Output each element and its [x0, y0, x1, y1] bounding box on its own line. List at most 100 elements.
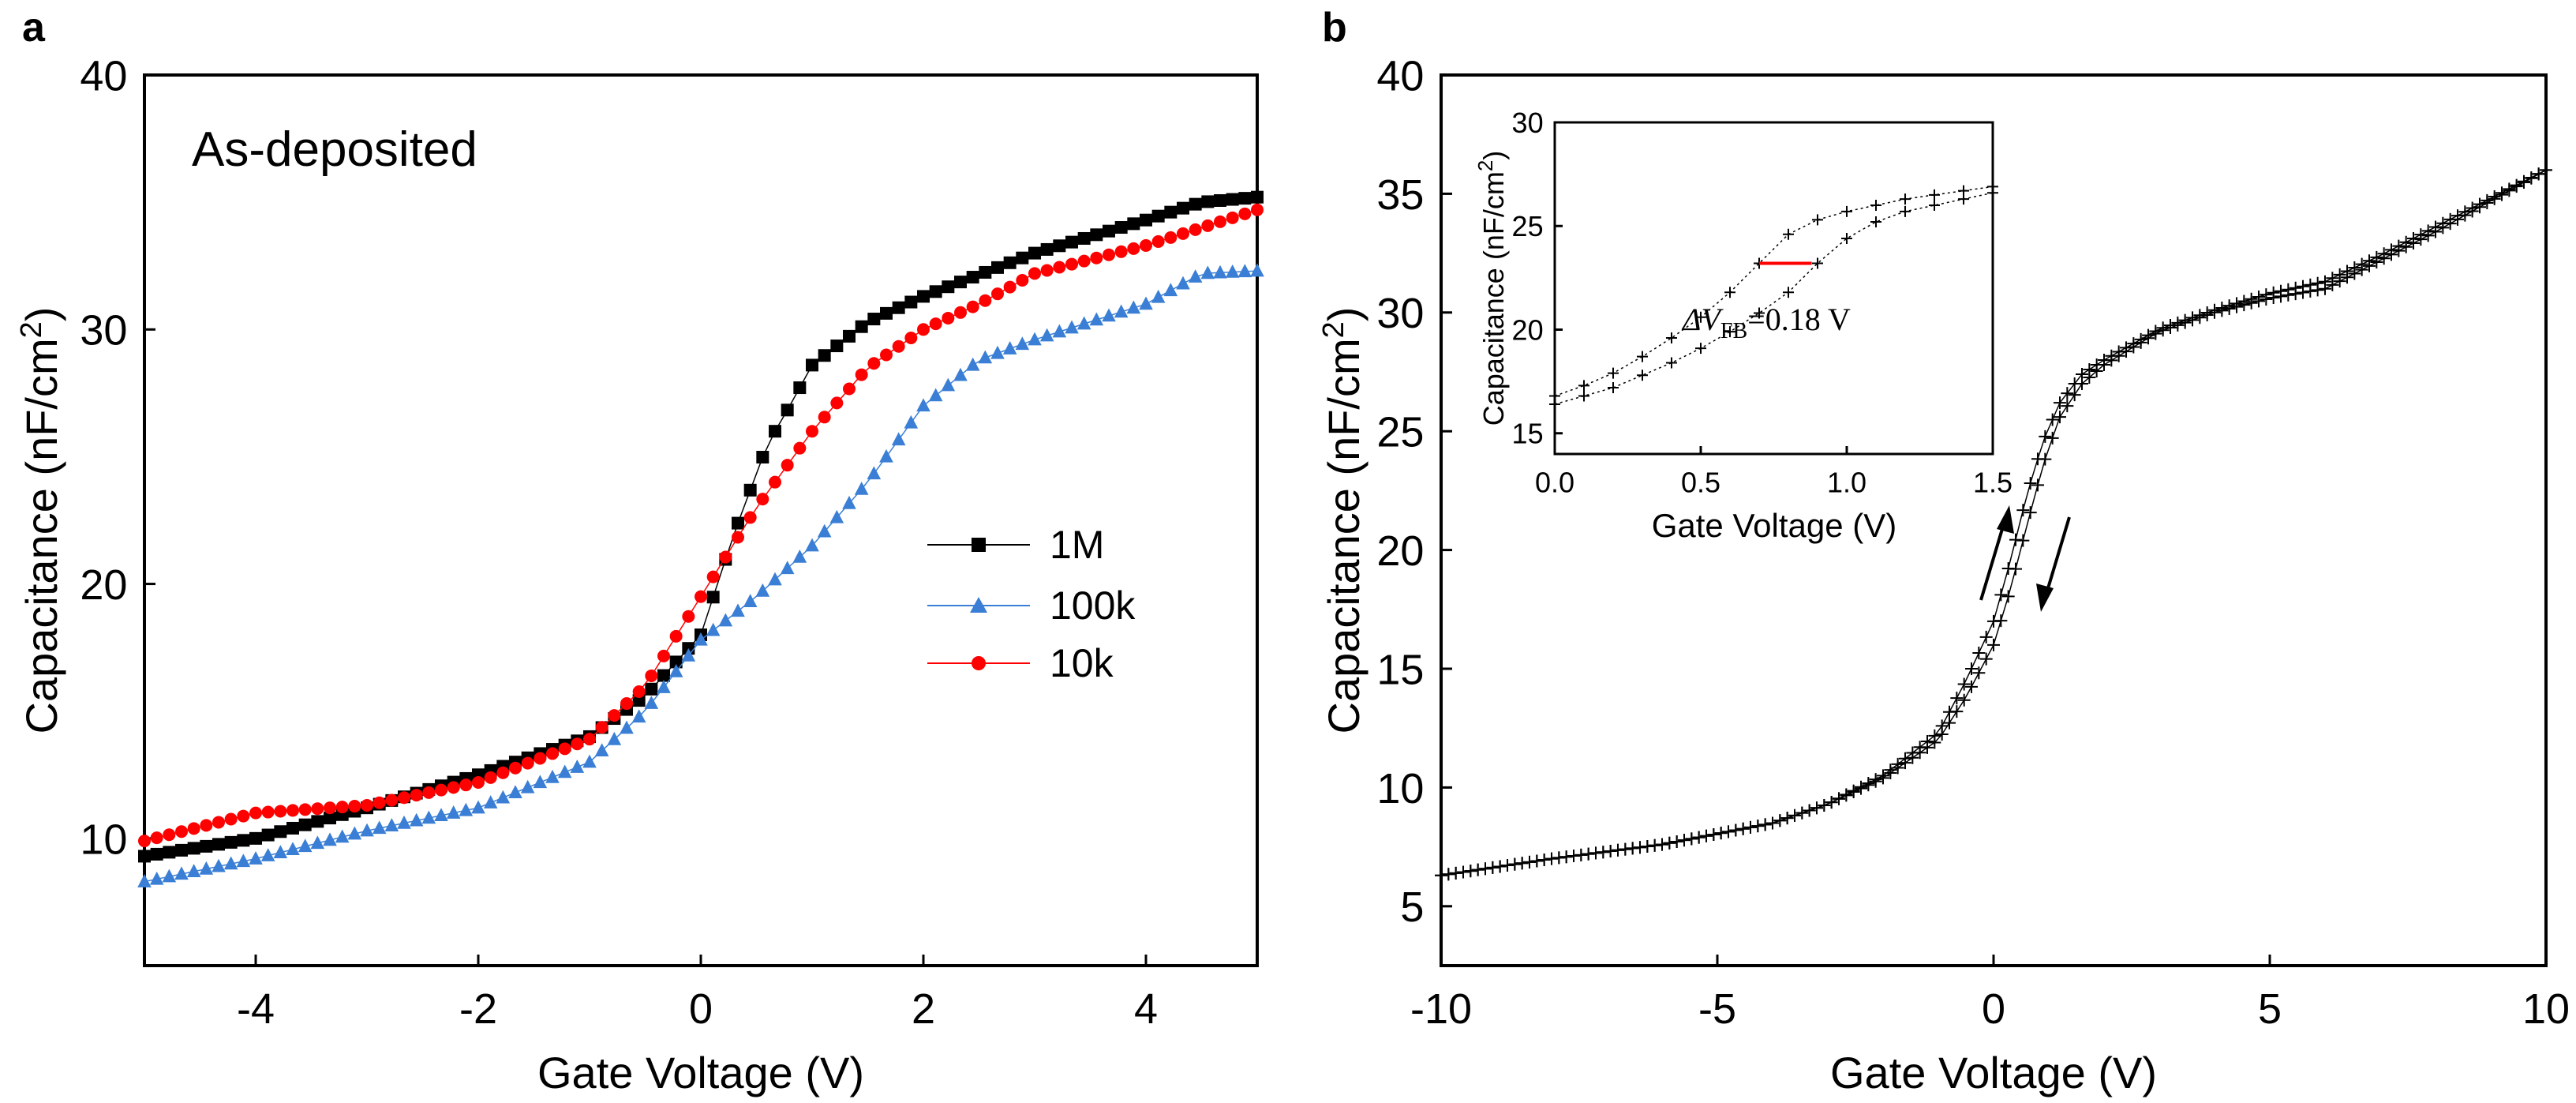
sweep-point: [2503, 184, 2516, 197]
data-point-1M: [200, 839, 213, 853]
y-tick-label: 15: [1512, 418, 1544, 450]
data-point-100k: [298, 839, 313, 853]
data-point-100k: [941, 377, 956, 392]
sweep-point: [2016, 504, 2030, 517]
data-point-1M: [892, 301, 905, 314]
inset-line-forward: [1554, 186, 1994, 397]
data-point-100k: [137, 874, 152, 887]
data-point-1M: [1003, 256, 1017, 269]
data-point-100k: [421, 810, 436, 824]
sweep-point: [2120, 345, 2132, 358]
sweep-point: [2156, 324, 2170, 337]
data-point-10k: [447, 781, 460, 794]
sweep-point: [2237, 298, 2251, 312]
data-point-100k: [1237, 264, 1252, 278]
sweep-point: [2142, 332, 2155, 345]
x-tick-label: 1.0: [1827, 467, 1866, 499]
sweep-point: [2164, 321, 2177, 335]
sweep-point: [1736, 822, 1750, 835]
data-point-10k: [212, 816, 225, 829]
sweep-point: [1744, 820, 1757, 834]
sweep-point: [1515, 857, 1529, 870]
data-point-100k: [520, 779, 535, 793]
sweep-point: [1589, 846, 1602, 860]
panel-b-label: b: [1322, 5, 1347, 51]
panel-a-ylabel-end: ): [17, 307, 66, 322]
sweep-point: [1442, 868, 1455, 881]
data-point-1M: [818, 349, 831, 362]
data-point-1M: [163, 846, 176, 859]
data-point-10k: [1238, 207, 1252, 220]
data-point-1M: [1040, 242, 1054, 256]
data-point-10k: [459, 778, 473, 792]
data-point-1M: [138, 850, 151, 863]
data-point-100k: [533, 775, 548, 789]
data-point-1M: [645, 682, 658, 696]
data-point-1M: [917, 290, 930, 303]
sweep-point: [2054, 396, 2066, 410]
data-point-1M: [212, 838, 225, 851]
data-point-1M: [1251, 190, 1264, 204]
sweep-point: [1457, 865, 1470, 879]
data-point-1M: [1140, 213, 1152, 227]
data-point-100k: [1065, 320, 1079, 334]
sweep-point: [1943, 716, 1956, 730]
sweep-point: [2407, 236, 2420, 249]
sweep-point: [2341, 271, 2353, 284]
data-point-1M: [1028, 246, 1041, 260]
legend-marker-100k: [970, 597, 987, 613]
y-tick-label: 30: [80, 307, 127, 355]
sweep-point: [2510, 180, 2523, 193]
data-point-100k: [459, 802, 474, 816]
data-point-10k: [1065, 257, 1078, 271]
data-point-100k: [496, 790, 511, 804]
data-point-10k: [867, 357, 881, 370]
data-point-100k: [904, 415, 919, 429]
sweep-point: [2105, 354, 2118, 367]
data-point-10k: [224, 812, 238, 826]
sweep-point: [1663, 836, 1676, 850]
data-point-100k: [384, 818, 399, 831]
panel-a-label: a: [22, 5, 46, 51]
sweep-point: [2429, 225, 2442, 238]
data-point-100k: [372, 820, 387, 835]
sweep-point: [2282, 288, 2295, 302]
inset-point-reverse: [1754, 307, 1765, 319]
data-point-10k: [261, 805, 275, 819]
sweep-point: [1471, 863, 1485, 876]
data-point-1M: [855, 320, 868, 333]
data-point-1M: [732, 516, 744, 530]
inset-point-forward: [1783, 228, 1794, 240]
forward-sweep-arrow-head: [1997, 505, 2014, 534]
panel-a-legend: 1M 100k 10k: [927, 523, 1136, 685]
data-point-100k: [829, 509, 844, 523]
data-point-100k: [236, 854, 251, 868]
data-point-100k: [249, 851, 263, 865]
data-point-10k: [657, 649, 670, 662]
panel-a-frame: [143, 73, 1259, 967]
inset-point-reverse: [1900, 205, 1911, 217]
sweep-point: [1464, 865, 1477, 878]
data-point-1M: [904, 295, 918, 309]
sweep-point: [1641, 840, 1654, 853]
data-point-100k: [273, 845, 288, 858]
sweep-point: [1935, 728, 1949, 741]
data-point-10k: [1201, 219, 1215, 232]
data-point-100k: [978, 350, 993, 364]
data-point-1M: [237, 834, 250, 847]
data-point-10k: [150, 831, 163, 845]
data-point-100k: [1028, 332, 1042, 346]
sweep-point: [2193, 311, 2207, 325]
data-point-100k: [1052, 324, 1067, 338]
data-point-10k: [435, 783, 447, 797]
sweep-point: [2355, 263, 2368, 276]
sweep-point: [1965, 662, 1978, 675]
sweep-point: [1648, 839, 1661, 852]
sweep-point: [2532, 167, 2545, 181]
data-point-10k: [1226, 211, 1239, 224]
data-point-10k: [138, 835, 151, 848]
sweep-point: [1994, 588, 2008, 602]
sweep-point: [2297, 286, 2309, 299]
data-point-100k: [360, 823, 374, 837]
sweep-point: [2024, 477, 2037, 490]
